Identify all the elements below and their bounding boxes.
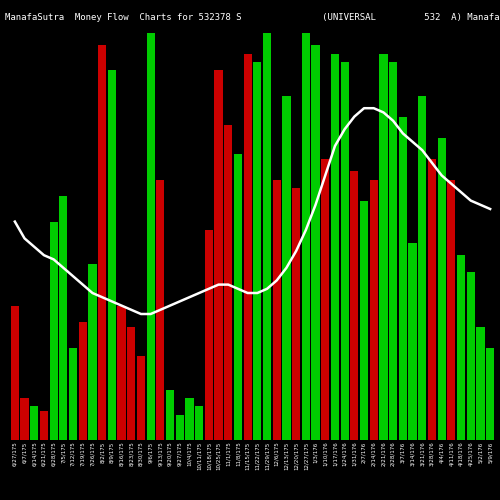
Bar bbox=[176, 415, 184, 440]
Bar bbox=[88, 264, 96, 440]
Bar bbox=[108, 70, 116, 440]
Bar bbox=[418, 96, 426, 440]
Bar bbox=[244, 54, 252, 440]
Bar bbox=[447, 180, 456, 440]
Bar bbox=[204, 230, 213, 440]
Bar bbox=[10, 306, 19, 440]
Bar bbox=[312, 45, 320, 440]
Bar bbox=[272, 180, 281, 440]
Bar bbox=[146, 32, 155, 440]
Bar bbox=[428, 158, 436, 440]
Bar bbox=[69, 348, 77, 440]
Bar bbox=[302, 32, 310, 440]
Bar bbox=[30, 406, 38, 440]
Bar bbox=[50, 222, 58, 440]
Bar bbox=[40, 410, 48, 440]
Bar bbox=[321, 158, 330, 440]
Bar bbox=[59, 196, 68, 440]
Bar bbox=[486, 348, 494, 440]
Bar bbox=[78, 322, 87, 440]
Bar bbox=[476, 326, 484, 440]
Bar bbox=[137, 356, 145, 440]
Bar bbox=[340, 62, 349, 440]
Bar bbox=[408, 242, 416, 440]
Bar bbox=[127, 326, 136, 440]
Bar bbox=[166, 390, 174, 440]
Bar bbox=[195, 406, 203, 440]
Bar bbox=[380, 54, 388, 440]
Bar bbox=[292, 188, 300, 440]
Bar bbox=[118, 306, 126, 440]
Bar bbox=[398, 116, 407, 440]
Bar bbox=[389, 62, 398, 440]
Bar bbox=[263, 32, 271, 440]
Text: ManafaSutra  Money Flow  Charts for 532378 S               (UNIVERSAL         53: ManafaSutra Money Flow Charts for 532378… bbox=[5, 12, 500, 22]
Bar bbox=[331, 54, 339, 440]
Bar bbox=[98, 45, 106, 440]
Bar bbox=[224, 125, 232, 440]
Bar bbox=[457, 255, 465, 440]
Bar bbox=[186, 398, 194, 440]
Bar bbox=[350, 171, 358, 440]
Bar bbox=[466, 272, 475, 440]
Bar bbox=[20, 398, 28, 440]
Bar bbox=[360, 200, 368, 440]
Bar bbox=[253, 62, 262, 440]
Bar bbox=[234, 154, 242, 440]
Bar bbox=[282, 96, 290, 440]
Bar bbox=[438, 138, 446, 440]
Bar bbox=[156, 180, 164, 440]
Bar bbox=[214, 70, 222, 440]
Bar bbox=[370, 180, 378, 440]
